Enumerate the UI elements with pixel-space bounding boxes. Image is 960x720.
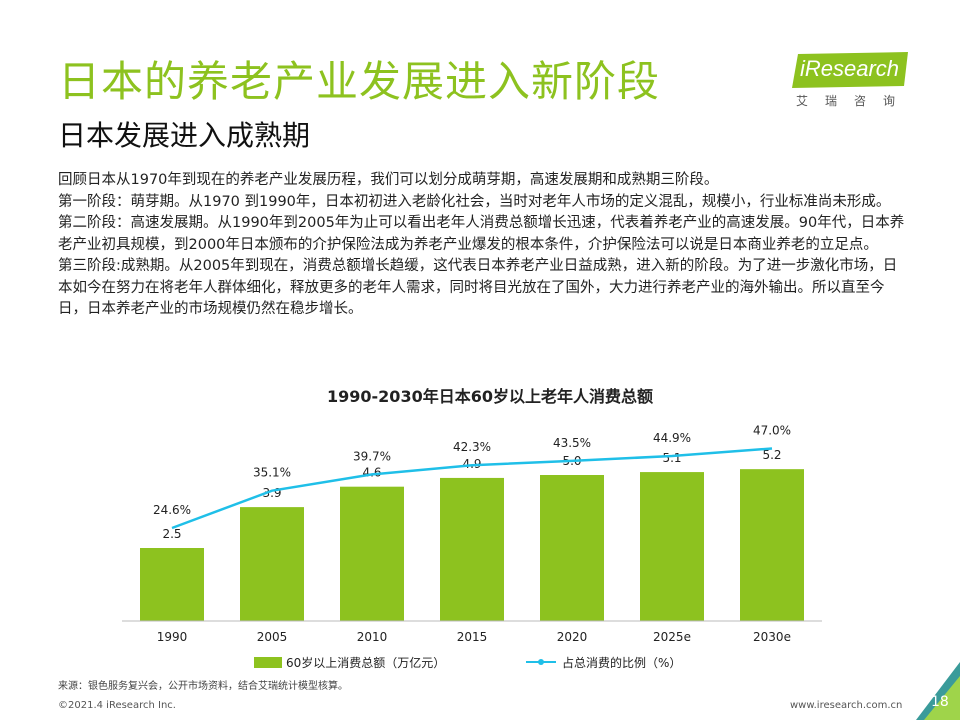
page-title: 日本的养老产业发展进入新阶段 (58, 57, 661, 106)
legend-swatch-dot (538, 659, 544, 665)
bar-1990 (140, 548, 204, 621)
paragraph-overview: 回顾日本从1970年到现在的养老产业发展历程，我们可以划分成萌芽期，高速发展期和… (58, 172, 719, 188)
line-label-1990: 24.6% (153, 503, 191, 517)
share-line (171, 447, 773, 530)
logo-badge (792, 52, 908, 88)
consumption-chart: 1990-2030年日本60岁以上老年人消费总额 2.53.94.64.9 5.0… (122, 387, 822, 670)
x-tick-2025e: 2025e (653, 630, 691, 644)
paragraph-stage-1: 第一阶段：萌芽期。从1970 到1990年，日本初初进入老龄化社会，当时对老年人… (58, 193, 891, 210)
line-label-2025e: 44.9% (653, 431, 691, 445)
source-note: 来源：银色服务复兴会，公开市场资料，结合艾瑞统计模型核算。 (58, 681, 348, 692)
x-tick-1990: 1990 (157, 630, 188, 644)
brand-logo: iResearch 艾瑞咨询 (792, 52, 910, 108)
bar-2010 (340, 486, 404, 621)
line-label-2015: 42.3% (453, 440, 491, 454)
bar-2020 (540, 475, 604, 621)
bar-label-1990: 2.5 (162, 527, 181, 541)
bar-2030e (740, 469, 804, 621)
x-tick-2010: 2010 (357, 630, 388, 644)
x-tick-2030e: 2030e (753, 630, 791, 644)
body-text: 回顾日本从1970年到现在的养老产业发展历程，我们可以划分成萌芽期，高速发展期和… (58, 170, 910, 321)
logo-subtitle: 艾瑞咨询 (796, 94, 913, 108)
line-label-2005: 35.1% (253, 466, 291, 480)
bar-label-2015: 4.9 (462, 457, 481, 471)
line-label-2030e: 47.0% (753, 424, 791, 438)
bar-label-2030e: 5.2 (762, 448, 781, 462)
website-link[interactable]: www.iresearch.com.cn (790, 700, 903, 711)
bar-2025e (640, 472, 704, 621)
chart-legend: 60岁以上消费总额（万亿元） 占总消费的比例（%） (254, 655, 681, 670)
page-number: 18 (931, 694, 949, 710)
logo-name: iResearch (800, 56, 900, 81)
legend-label-consumption: 60岁以上消费总额（万亿元） (286, 655, 445, 670)
line-label-2010: 39.7% (353, 449, 391, 463)
legend-label-share: 占总消费的比例（%） (562, 655, 681, 670)
chart-title: 1990-2030年日本60岁以上老年人消费总额 (327, 387, 653, 406)
paragraph-stage-2: 第二阶段：高速发展期。从1990年到2005年为止可以看出老年人消费总额增长迅速… (58, 215, 905, 253)
x-tick-2005: 2005 (257, 630, 288, 644)
x-tick-2015: 2015 (457, 630, 488, 644)
bar-2005 (240, 507, 304, 621)
x-tick-2020: 2020 (557, 630, 588, 644)
bar-label-2025e: 5.1 (662, 451, 681, 465)
page-subtitle: 日本发展进入成熟期 (58, 119, 311, 152)
copyright: ©2021.4 iResearch Inc. (58, 700, 176, 711)
paragraph-stage-3: 第三阶段:成熟期。从2005年到现在，消费总额增长趋缓，这代表日本养老产业日益成… (58, 258, 898, 317)
bar-2015 (440, 477, 504, 621)
legend-swatch-bar (254, 657, 282, 668)
line-label-2020: 43.5% (553, 436, 591, 450)
